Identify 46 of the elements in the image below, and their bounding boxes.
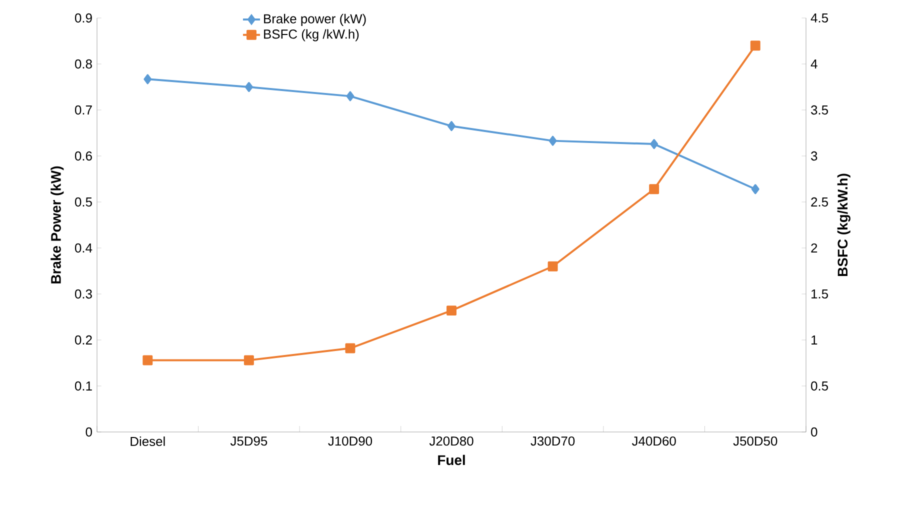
legend-label: BSFC (kg /kW.h) <box>264 29 359 42</box>
point <box>448 121 456 132</box>
y-tick-label: 0.8 <box>74 59 92 69</box>
point <box>142 355 153 366</box>
y-tick-label: 0.2 <box>74 335 92 345</box>
point <box>548 261 558 272</box>
x-tick-label: J30D70 <box>530 436 575 446</box>
y-tick-label: 0 <box>86 427 92 437</box>
y2-tick-label: 3 <box>811 151 818 161</box>
point <box>244 355 254 366</box>
point <box>750 40 760 51</box>
point <box>548 136 557 146</box>
x-tick-label: J40D60 <box>632 436 676 446</box>
y-tick-label: 0.5 <box>74 197 92 207</box>
x-tick-label: J50D50 <box>733 436 778 446</box>
y2-tick-label: 2.5 <box>811 197 828 207</box>
x-tick-label: Diesel <box>130 436 165 446</box>
point <box>345 343 356 354</box>
y2-axis-title: BSFC (kg/kW.h) <box>837 174 850 276</box>
point <box>144 74 152 84</box>
point <box>446 306 456 316</box>
y2-tick-label: 0 <box>811 427 818 437</box>
x-tick-label: J10D90 <box>328 436 372 446</box>
x-tick-label: J20D80 <box>429 436 474 446</box>
y-tick-label: 0.6 <box>74 151 92 161</box>
y-tick-label: 0.9 <box>74 13 92 23</box>
point <box>649 184 660 194</box>
x-tick-label: J5D95 <box>230 436 268 446</box>
y-tick-label: 0.1 <box>74 381 92 391</box>
y-tick-label: 0.4 <box>74 243 92 253</box>
point <box>244 82 253 92</box>
y2-tick-label: 1 <box>812 336 818 344</box>
y2-tick-label: 3.5 <box>811 105 828 115</box>
y2-tick-label: 0.5 <box>811 381 828 391</box>
y2-tick-label: 4.5 <box>810 13 828 23</box>
point <box>650 139 658 150</box>
point <box>346 91 354 102</box>
y-axis-title: Brake Power (kW) <box>50 166 64 284</box>
legend-label: Brake power (kW) <box>264 14 366 26</box>
point <box>751 184 760 194</box>
y2-tick-label: 1.5 <box>812 289 828 299</box>
y-tick-label: 0.3 <box>74 289 92 299</box>
y-tick-label: 0.7 <box>74 105 92 115</box>
y2-tick-label: 2 <box>811 243 818 253</box>
x-axis-title: Fuel <box>438 454 465 466</box>
y2-tick-label: 4 <box>810 60 818 68</box>
